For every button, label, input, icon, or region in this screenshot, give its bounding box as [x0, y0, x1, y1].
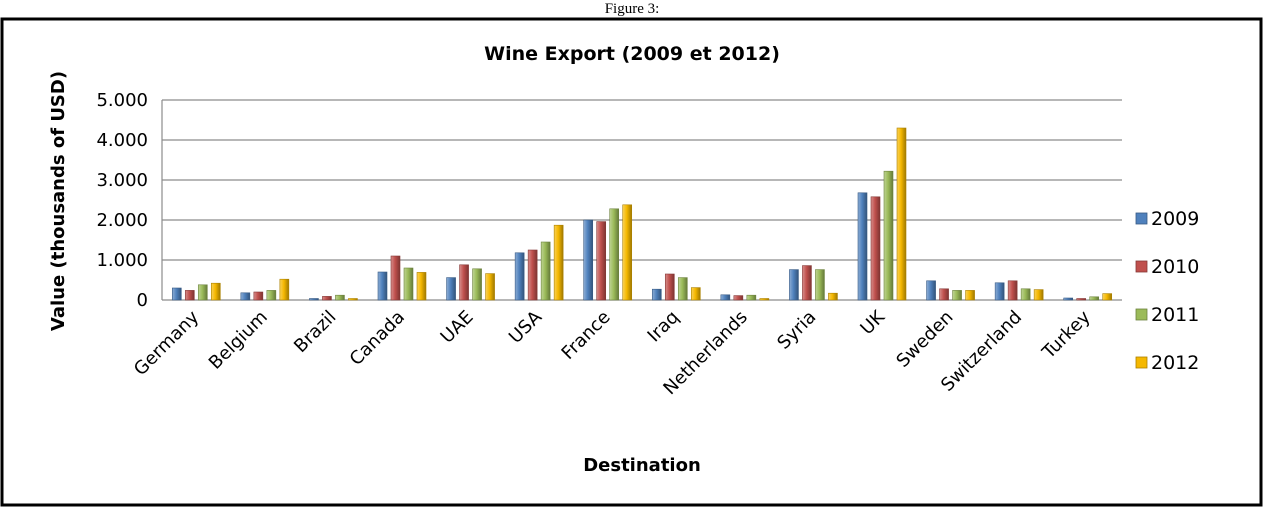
bar-2012-canada	[416, 272, 427, 301]
y-tick-labels: 0 1.000 2.000 3.000 4.000 5.000	[96, 90, 148, 311]
bar-2011-netherlands	[746, 294, 757, 301]
legend-swatch-2010	[1135, 260, 1148, 273]
bar-2010-usa	[527, 249, 538, 301]
y-tick-label: 2.000	[96, 210, 148, 231]
legend-swatch-2009	[1135, 212, 1148, 225]
bar-2011-brazil	[335, 294, 345, 301]
bars	[171, 127, 1113, 301]
chart-title: Wine Export (2009 et 2012)	[484, 43, 780, 65]
bar-2010-iraq	[664, 273, 675, 301]
x-axis-title: Destination	[583, 455, 701, 476]
bar-2010-brazil	[322, 296, 332, 301]
bar-2012-belgium	[279, 278, 290, 301]
bar-2009-sweden	[926, 280, 936, 301]
legend-label-2011: 2011	[1151, 304, 1199, 326]
legend: 2009 2010 2011 2012	[1135, 208, 1199, 374]
bar-2011-uk	[883, 170, 894, 301]
bar-2011-uae	[472, 268, 482, 301]
bar-2012-iraq	[690, 287, 701, 301]
bar-2012-syria	[828, 292, 838, 301]
bar-2011-switzerland	[1020, 288, 1031, 301]
bar-2012-sweden	[965, 290, 975, 301]
figure-caption: Figure 3:	[605, 1, 660, 17]
bar-2010-uae	[459, 264, 469, 301]
legend-label-2010: 2010	[1151, 256, 1199, 278]
bar-2009-france	[583, 219, 594, 301]
gridlines	[161, 99, 1122, 301]
bar-2009-netherlands	[720, 294, 731, 301]
bar-2010-france	[596, 221, 607, 301]
bar-2009-syria	[789, 269, 799, 301]
bar-2009-uae	[446, 277, 456, 301]
y-tick-label: 4.000	[96, 130, 148, 151]
bar-2010-uk	[870, 196, 881, 301]
bar-2012-france	[622, 204, 633, 301]
bar-2010-canada	[390, 255, 401, 301]
bar-2010-netherlands	[733, 295, 744, 301]
bar-2011-usa	[540, 241, 551, 301]
bar-2009-germany	[171, 287, 182, 301]
bar-2011-belgium	[266, 290, 277, 301]
bar-2010-belgium	[253, 291, 264, 301]
bar-2012-uk	[896, 127, 907, 301]
bar-2010-sweden	[939, 288, 949, 301]
bar-2010-germany	[184, 290, 195, 301]
bar-2011-syria	[815, 269, 825, 301]
bar-2009-turkey	[1063, 297, 1074, 301]
bar-2012-netherlands	[759, 298, 770, 301]
y-axis-title: Value (thousands of USD)	[48, 71, 69, 331]
bar-2011-germany	[197, 284, 208, 301]
y-tick-label: 0	[137, 290, 148, 311]
bar-2012-usa	[553, 224, 564, 301]
bar-2011-iraq	[677, 277, 688, 301]
bar-2009-usa	[514, 252, 525, 301]
bar-2010-syria	[802, 265, 812, 301]
bar-2009-belgium	[240, 292, 251, 301]
bar-2009-brazil	[309, 298, 319, 301]
bar-2010-switzerland	[1007, 280, 1018, 301]
bar-2012-turkey	[1102, 293, 1113, 301]
legend-swatch-2011	[1135, 308, 1148, 321]
bar-2009-switzerland	[994, 282, 1005, 301]
bar-2009-iraq	[651, 288, 662, 301]
y-tick-label: 1.000	[96, 250, 148, 271]
bar-2010-turkey	[1076, 298, 1087, 301]
bar-2011-canada	[403, 267, 414, 301]
bar-2012-brazil	[348, 298, 358, 301]
bar-2011-france	[609, 208, 620, 301]
y-tick-label: 5.000	[96, 90, 148, 111]
y-tick-label: 3.000	[96, 170, 148, 191]
bar-2011-turkey	[1089, 296, 1100, 301]
bar-2009-canada	[377, 271, 388, 301]
legend-label-2012: 2012	[1151, 352, 1199, 374]
legend-label-2009: 2009	[1151, 208, 1199, 230]
bar-2012-switzerland	[1033, 289, 1044, 301]
bar-2011-sweden	[952, 290, 962, 301]
legend-swatch-2012	[1135, 356, 1148, 369]
bar-2012-uae	[485, 273, 495, 301]
bar-2012-germany	[210, 282, 221, 301]
bar-2009-uk	[857, 192, 868, 301]
